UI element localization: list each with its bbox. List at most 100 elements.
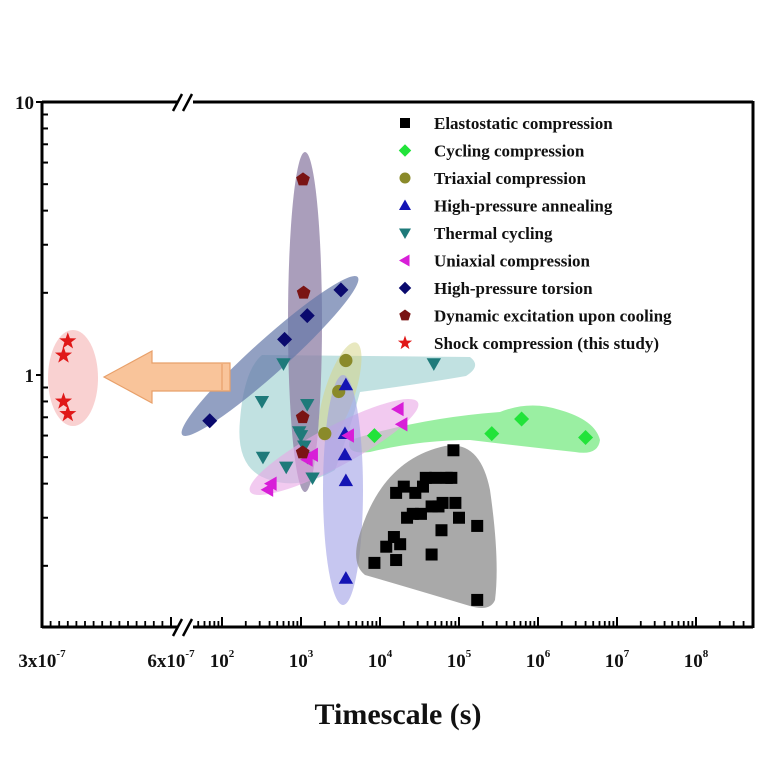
x-tick-exponent: -7: [185, 648, 195, 660]
x-tick-exponent: 6: [545, 648, 551, 660]
data-point: [295, 445, 310, 459]
data-point: [445, 471, 458, 484]
data-point: [276, 358, 291, 371]
data-point: [419, 471, 432, 484]
x-tick-base: 6x10: [147, 651, 185, 672]
data-point: [339, 353, 353, 368]
x-tick-label: 105: [447, 648, 472, 672]
x-tick-label: 102: [210, 648, 235, 672]
region-elastostatic-compression: [356, 445, 497, 608]
x-tick-base: 3x10: [18, 651, 56, 672]
x-tick-exponent: 8: [703, 648, 709, 660]
legend-label: Uniaxial compression: [434, 252, 591, 271]
arrow-annotation: [102, 349, 231, 405]
data-point: [394, 417, 408, 432]
x-tick-base: 10: [289, 651, 308, 672]
data-point: [318, 427, 332, 441]
x-tick-label: 6x10-7: [147, 648, 195, 672]
axis-break-mark: [171, 618, 184, 637]
arrow-left-icon: [102, 349, 231, 405]
legend-label: Triaxial compression: [434, 169, 586, 188]
data-point: [484, 426, 500, 442]
axis-break-gap: [177, 623, 193, 631]
legend-marker: [399, 309, 411, 321]
legend-marker: [399, 199, 411, 210]
data-point: [333, 282, 349, 298]
axis-break-mark: [181, 93, 194, 112]
data-point: [578, 430, 594, 446]
data-point: [300, 399, 315, 412]
data-point: [59, 404, 77, 422]
legend-label: Thermal cycling: [434, 224, 553, 243]
data-point: [447, 444, 460, 457]
legend-marker: [399, 254, 410, 267]
axis-break-gap: [177, 98, 193, 106]
data-point: [59, 332, 77, 349]
data-point: [425, 548, 438, 561]
data-point: [296, 172, 310, 186]
legend-marker: [399, 228, 411, 239]
axis-break-mark: [171, 93, 184, 112]
x-tick-base: 10: [684, 651, 703, 672]
data-point: [390, 554, 403, 567]
data-point: [337, 447, 353, 461]
data-point: [202, 413, 218, 429]
x-tick-base: 10: [210, 651, 229, 672]
legend-label: High-pressure torsion: [434, 279, 593, 298]
x-tick-label: 103: [289, 648, 314, 672]
data-point: [394, 538, 407, 551]
data-point: [279, 461, 294, 475]
x-tick-base: 10: [447, 651, 466, 672]
data-point: [429, 471, 442, 484]
x-tick-base: 10: [368, 651, 387, 672]
x-axis-title: Timescale (s): [315, 698, 482, 731]
data-point: [305, 472, 320, 486]
data-point: [255, 451, 271, 465]
region-cycling-compression: [349, 405, 600, 453]
x-tick-exponent: 7: [624, 648, 630, 660]
x-tick-label: 3x10-7: [18, 648, 66, 672]
legend-marker: [399, 172, 411, 184]
data-point: [300, 452, 313, 467]
data-point: [471, 593, 484, 606]
data-point: [296, 285, 311, 299]
data-points: [54, 172, 594, 606]
legend-label: Dynamic excitation upon cooling: [434, 307, 672, 326]
data-point: [277, 331, 293, 347]
data-point: [414, 507, 427, 520]
axis-break-mark: [181, 618, 194, 637]
y-tick-label: 10: [15, 93, 34, 114]
legend-marker: [398, 144, 412, 157]
data-point: [260, 482, 274, 497]
legend-marker: [398, 281, 412, 295]
x-tick-base: 10: [526, 651, 545, 672]
data-point: [380, 540, 393, 553]
data-point: [397, 480, 410, 493]
data-point: [341, 428, 354, 443]
x-tick-exponent: 3: [308, 648, 314, 660]
x-tick-label: 106: [526, 648, 551, 672]
data-point: [449, 496, 462, 509]
data-point: [293, 430, 309, 443]
legend-marker: [397, 335, 413, 350]
y-tick-label: 1: [25, 366, 35, 387]
legend-label: High-pressure annealing: [434, 197, 613, 216]
x-tick-exponent: -7: [56, 648, 66, 660]
x-tick-label: 107: [605, 648, 630, 672]
data-point: [338, 571, 354, 584]
region-high-pressure-annealing: [323, 375, 363, 605]
data-point: [425, 500, 438, 513]
data-point: [453, 511, 465, 524]
data-point: [368, 556, 381, 569]
legend-label: Cycling compression: [434, 142, 585, 161]
x-tick-exponent: 4: [387, 648, 393, 660]
data-point: [435, 524, 448, 537]
data-point: [391, 401, 404, 417]
x-tick-exponent: 5: [466, 648, 472, 660]
x-tick-base: 10: [605, 651, 624, 672]
data-point: [54, 392, 73, 409]
x-tick-label: 108: [684, 648, 709, 672]
data-point: [338, 377, 354, 391]
legend-marker: [400, 118, 410, 128]
